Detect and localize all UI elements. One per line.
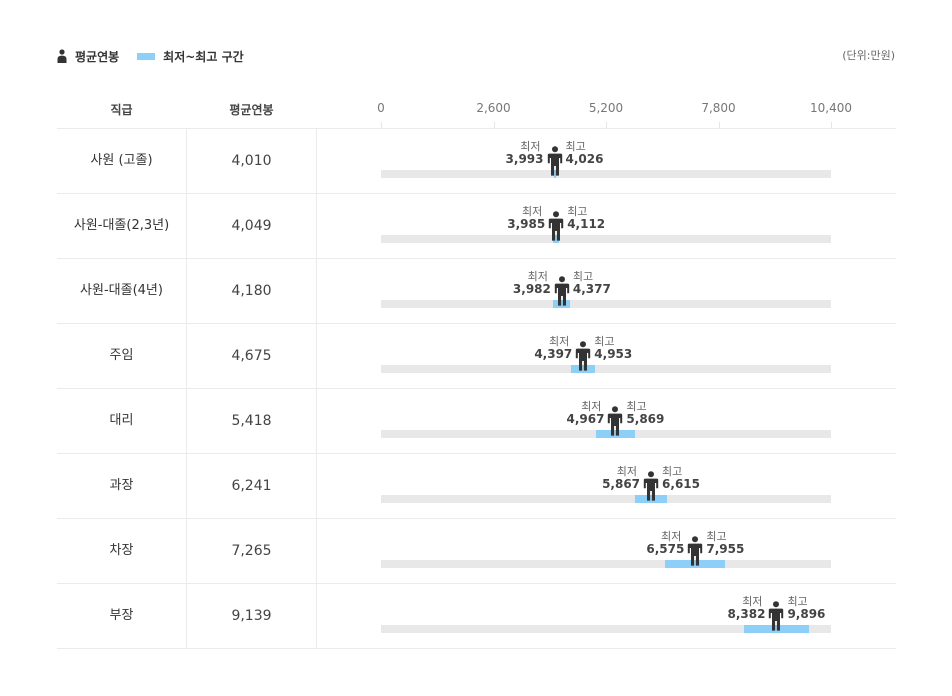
- table-row: 사원-대졸(4년) 4,180 최저 3,982 최고 4,377: [57, 258, 896, 323]
- avg-salary-value: 5,418: [187, 389, 317, 453]
- rank-label: 부장: [57, 584, 187, 648]
- legend-range-swatch: [137, 52, 156, 60]
- x-tick-mark: [493, 122, 495, 129]
- avg-salary-value: 4,010: [187, 129, 317, 193]
- avg-salary-marker: [547, 146, 563, 176]
- min-value: 8,382: [727, 607, 766, 621]
- max-label: 최고: [565, 140, 586, 153]
- min-label: 최저: [581, 400, 602, 413]
- rank-label: 대리: [57, 389, 187, 453]
- rank-label: 과장: [57, 454, 187, 518]
- legend-avg-label: 평균연봉: [75, 49, 120, 64]
- max-value: 5,869: [626, 412, 665, 426]
- max-label: 최고: [567, 205, 588, 218]
- max-label: 최고: [787, 595, 808, 608]
- avg-salary-marker: [768, 601, 784, 631]
- max-label: 최고: [626, 400, 647, 413]
- x-tick-label: 10,400: [810, 101, 852, 115]
- min-value: 3,982: [512, 282, 551, 296]
- x-tick-mark: [606, 122, 607, 129]
- avg-salary-marker: [643, 471, 659, 501]
- min-value: 4,967: [566, 412, 605, 426]
- person-icon: [57, 49, 67, 63]
- min-max-range-bar: [553, 235, 559, 243]
- x-tick-mark: [718, 122, 720, 129]
- avg-salary-value: 7,265: [187, 519, 317, 583]
- x-tick-mark: [381, 122, 382, 129]
- rank-label: 주임: [57, 324, 187, 388]
- avg-salary-value: 4,675: [187, 324, 317, 388]
- avg-salary-marker: [554, 276, 570, 306]
- unit-label: (단위:만원): [842, 49, 895, 62]
- max-label: 최고: [594, 335, 615, 348]
- range-track: [381, 625, 831, 633]
- avg-salary-value: 4,049: [187, 194, 317, 258]
- max-value: 4,026: [565, 152, 604, 166]
- min-label: 최저: [661, 530, 682, 543]
- min-max-range-bar: [743, 625, 810, 633]
- range-track: [381, 560, 831, 568]
- rank-label: 차장: [57, 519, 187, 583]
- max-value: 6,615: [662, 477, 700, 491]
- range-track: [381, 365, 831, 373]
- range-track: [381, 300, 831, 308]
- avg-salary-value: 9,139: [187, 584, 317, 648]
- min-label: 최저: [520, 140, 541, 153]
- min-max-range-bar: [595, 430, 635, 438]
- min-label: 최저: [527, 270, 548, 283]
- avg-salary-value: 6,241: [187, 454, 317, 518]
- legend-range-label: 최저~최고 구간: [163, 49, 244, 64]
- max-value: 4,377: [572, 282, 611, 296]
- max-label: 최고: [662, 465, 683, 478]
- min-label: 최저: [549, 335, 570, 348]
- x-tick-label: 5,200: [588, 101, 624, 115]
- min-label: 최저: [521, 205, 543, 218]
- max-value: 4,953: [594, 347, 633, 361]
- rank-label: 사원-대졸(4년): [57, 259, 187, 323]
- range-track: [381, 495, 831, 503]
- avg-salary-marker: [607, 406, 623, 436]
- max-value: 4,112: [567, 217, 606, 231]
- table-row: 과장 6,241 최저 5,867 최고 6,615: [57, 453, 896, 518]
- min-max-range-bar: [665, 560, 726, 568]
- rank-label: 사원 (고졸): [57, 129, 187, 193]
- max-value: 7,955: [706, 542, 745, 556]
- table-row: 사원 (고졸) 4,010 최저 3,993 최고 4,026: [57, 128, 896, 193]
- min-value: 3,993: [505, 152, 544, 166]
- table-row: 대리 5,418 최저 4,967 최고 5,869: [57, 388, 896, 453]
- min-label: 최저: [742, 595, 763, 608]
- min-value: 6,575: [646, 542, 685, 556]
- min-label: 최저: [616, 465, 638, 478]
- range-track: [381, 235, 831, 243]
- table-row: 부장 9,139 최저 8,382 최고 9,896: [57, 583, 896, 649]
- max-label: 최고: [572, 270, 594, 283]
- min-max-range-bar: [553, 170, 556, 178]
- x-tick-label: 7,800: [701, 101, 736, 115]
- header-rank: 직급: [110, 103, 133, 117]
- avg-salary-marker: [687, 536, 703, 566]
- min-max-range-bar: [634, 495, 668, 503]
- max-value: 9,896: [787, 607, 826, 621]
- avg-salary-value: 4,180: [187, 259, 317, 323]
- header-avg: 평균연봉: [229, 103, 274, 117]
- legend: 평균연봉 최저~최고 구간: [57, 46, 244, 66]
- avg-salary-marker: [575, 341, 591, 371]
- x-tick-label: 0: [377, 101, 385, 115]
- max-label: 최고: [706, 530, 727, 543]
- x-tick-label: 2,600: [476, 101, 511, 115]
- min-max-range-bar: [571, 365, 596, 373]
- range-track: [381, 170, 831, 178]
- min-value: 5,867: [602, 477, 641, 491]
- min-max-range-bar: [553, 300, 571, 308]
- table-row: 차장 7,265 최저 6,575 최고 7,955: [57, 518, 896, 583]
- table-row: 사원-대졸(2,3년) 4,049 최저 3,985 최고 4,112: [57, 193, 896, 258]
- table-row: 주임 4,675 최저 4,397 최고 4,953: [57, 323, 896, 388]
- avg-salary-marker: [548, 211, 564, 241]
- rank-label: 사원-대졸(2,3년): [57, 194, 187, 258]
- x-tick-mark: [831, 122, 832, 129]
- min-value: 4,397: [534, 347, 573, 361]
- min-value: 3,985: [507, 217, 546, 231]
